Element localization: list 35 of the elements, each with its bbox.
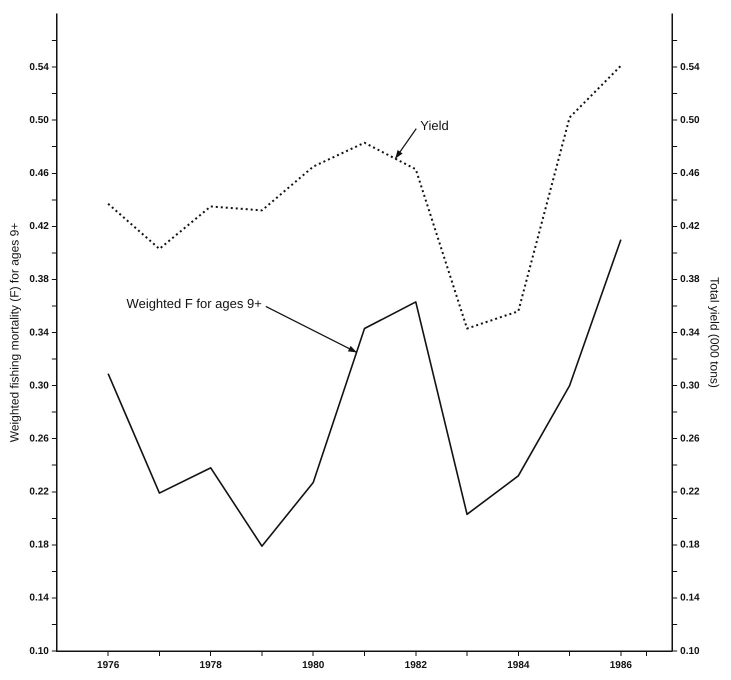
- y-tick-label: 0.14: [29, 592, 50, 604]
- y2-tick-label: 0.34: [680, 327, 700, 338]
- y2-tick-label: 0.22: [680, 486, 700, 498]
- y2-tick-label: 0.54: [680, 62, 700, 73]
- line-series: [107, 64, 622, 330]
- x-tick-label: 1982: [404, 660, 428, 671]
- y2-tick-label: 0.26: [680, 433, 700, 444]
- y-tick-label: 0.34: [29, 327, 50, 338]
- y-tick-label: 0.50: [29, 114, 50, 126]
- annotation: Weighted F for ages 9+: [126, 296, 262, 311]
- y2-axis-title: Total yield (000 tons): [707, 277, 722, 388]
- y-tick-label: 0.10: [29, 646, 50, 657]
- y-tick-label: 0.30: [29, 380, 50, 392]
- y2-tick-label: 0.10: [680, 646, 700, 657]
- y2-tick-label: 0.50: [680, 114, 700, 126]
- x-tick-label: 1980: [302, 660, 325, 671]
- x-tick-label: 1986: [610, 660, 632, 671]
- y2-tick-label: 0.42: [680, 221, 700, 232]
- y-tick-label: 0.38: [29, 274, 50, 286]
- y2-tick-label: 0.46: [680, 168, 700, 179]
- y2-tick-label: 0.18: [680, 540, 700, 551]
- y2-tick-label: 0.30: [680, 380, 700, 392]
- y2-tick-label: 0.14: [680, 592, 700, 604]
- x-tick-label: 1976: [97, 660, 120, 671]
- y2-tick-label: 0.38: [680, 274, 700, 286]
- annotation: Yield: [420, 118, 449, 134]
- y-tick-label: 0.18: [29, 540, 50, 551]
- y-tick-label: 0.42: [29, 221, 50, 232]
- y-tick-label: 0.46: [29, 168, 50, 179]
- x-tick-label: 1978: [200, 660, 222, 671]
- y-axis-title: Weighted fishing mortality (F) for ages 9+: [8, 222, 22, 442]
- x-tick-label: 1984: [507, 660, 530, 671]
- y-tick-label: 0.54: [29, 62, 50, 73]
- y-tick-label: 0.22: [29, 486, 50, 498]
- y-tick-label: 0.26: [29, 433, 50, 444]
